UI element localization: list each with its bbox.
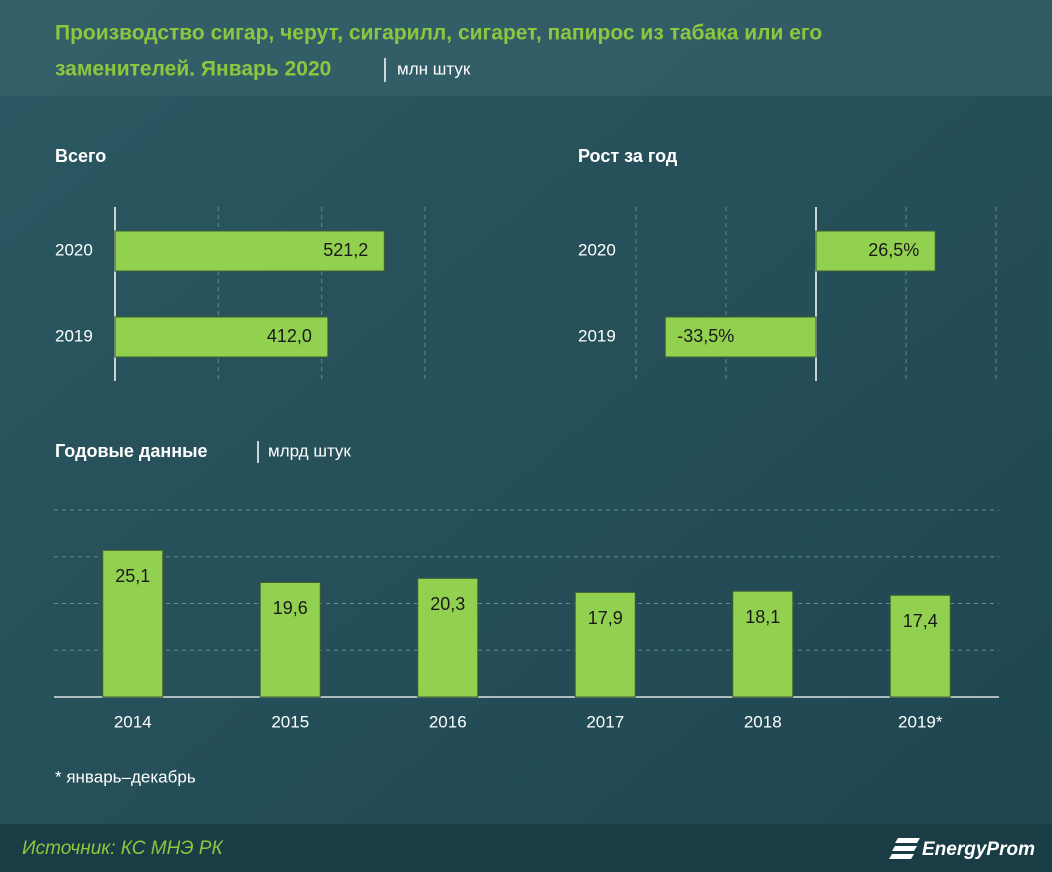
bar: [815, 230, 936, 272]
chart-title: Рост за год: [578, 146, 678, 166]
chart-unit: млрд штук: [268, 441, 351, 460]
x-tick-label: 2015: [271, 712, 309, 731]
source: Источник: КС МНЭ РК: [22, 838, 224, 859]
bar: [664, 316, 817, 358]
logo-icon: [889, 838, 920, 859]
value-label: 17,4: [903, 611, 938, 631]
value-label: 521,2: [323, 240, 368, 260]
title-unit: млн штук: [397, 59, 471, 78]
bar: [102, 549, 164, 698]
value-label: 18,1: [745, 607, 780, 627]
x-tick-label: 2019*: [898, 712, 943, 731]
value-label: 17,9: [588, 608, 623, 628]
logo: EnergyProm: [922, 839, 1035, 860]
x-tick-label: 2017: [586, 712, 624, 731]
chart-title: Всего: [55, 146, 106, 166]
footer-band: [0, 824, 1052, 872]
value-label: 20,3: [430, 594, 465, 614]
value-label: 25,1: [115, 566, 150, 586]
category-label: 2019: [55, 326, 93, 345]
bar: [574, 591, 636, 698]
value-label: 19,6: [273, 598, 308, 618]
chart-title: Годовые данные: [55, 441, 208, 461]
category-label: 2019: [578, 326, 616, 345]
bar: [417, 577, 479, 698]
value-label: 26,5%: [868, 240, 919, 260]
bar: [114, 316, 329, 358]
x-tick-label: 2016: [429, 712, 467, 731]
footnote: * январь–декабрь: [55, 767, 196, 786]
bar: [889, 594, 951, 698]
bar: [732, 590, 794, 698]
category-label: 2020: [55, 240, 93, 259]
title: заменителей. Январь 2020: [55, 58, 331, 81]
logo-mark: [889, 838, 920, 859]
value-label: 412,0: [267, 326, 312, 346]
header-band: [0, 0, 1052, 96]
value-label: -33,5%: [677, 326, 734, 346]
bar: [259, 581, 321, 698]
x-tick-label: 2014: [114, 712, 152, 731]
category-label: 2020: [578, 240, 616, 259]
bar: [114, 230, 385, 272]
x-tick-label: 2018: [744, 712, 782, 731]
title: Производство сигар, черут, сигарилл, сиг…: [55, 22, 822, 45]
